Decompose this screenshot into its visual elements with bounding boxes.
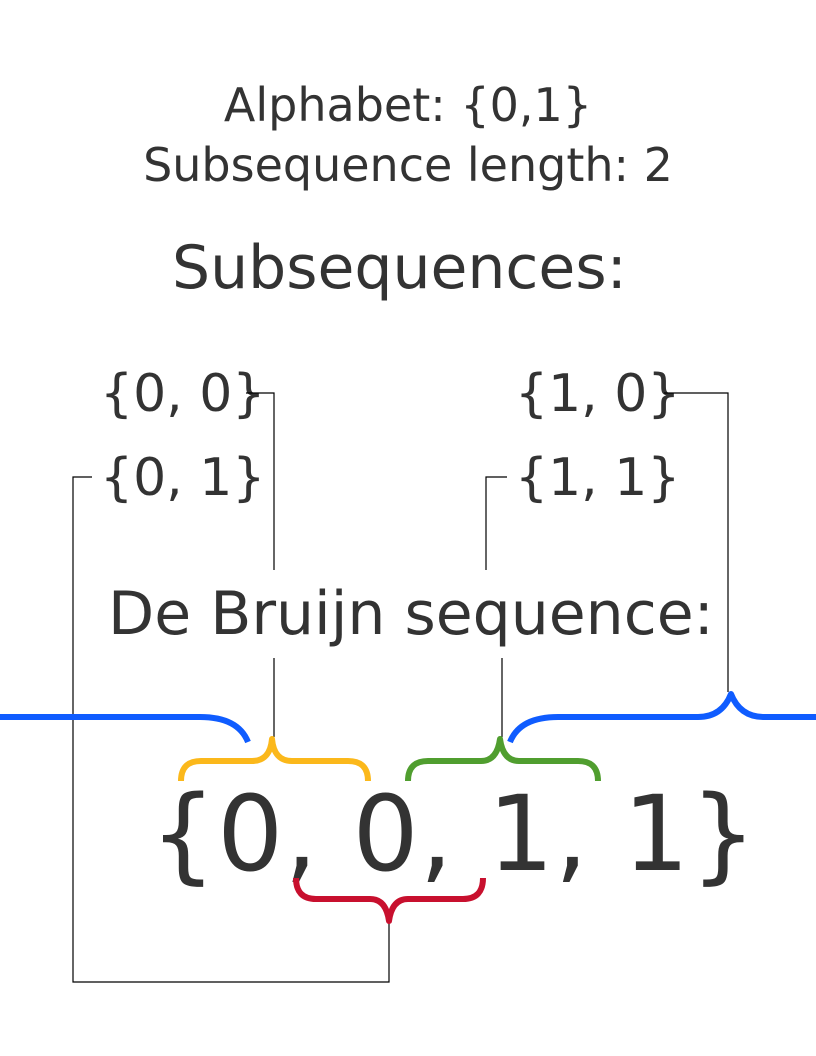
brace-red-01 xyxy=(293,877,486,924)
connector-line-00 xyxy=(246,392,275,570)
de-bruijn-heading: De Bruijn sequence: xyxy=(108,579,714,649)
subsequence-10: {1, 0} xyxy=(515,364,681,424)
subsequence-01: {0, 1} xyxy=(100,448,266,508)
subsequence-11: {1, 1} xyxy=(515,448,681,508)
brace-blue-10-left xyxy=(0,714,251,744)
alphabet-label: Alphabet: {0,1} xyxy=(223,78,593,132)
connector-line-10 xyxy=(664,392,729,692)
de-bruijn-sequence: {0, 0, 1, 1} xyxy=(150,773,758,895)
connector-line-11 xyxy=(485,476,507,570)
brace-blue-10-right xyxy=(507,691,816,744)
brace-yellow-00 xyxy=(178,736,371,782)
brace-green-11 xyxy=(405,736,601,782)
subsequence-length-label: Subsequence length: 2 xyxy=(143,138,673,192)
subsequences-heading: Subsequences: xyxy=(172,233,627,303)
subsequence-00: {0, 0} xyxy=(100,364,266,424)
connector-line-01 xyxy=(72,476,390,983)
